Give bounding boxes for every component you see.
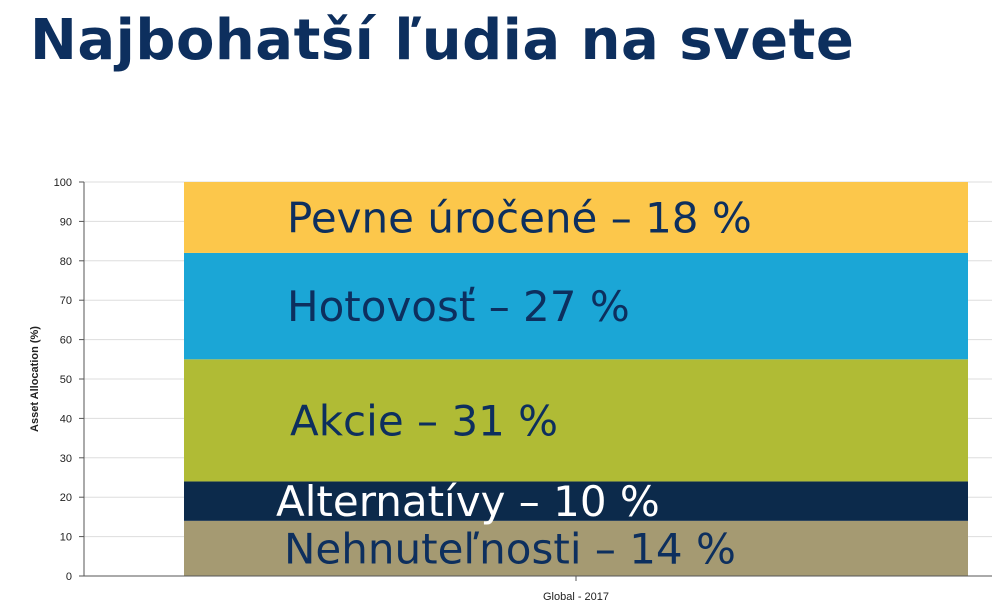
y-tick-label: 100 (54, 177, 72, 189)
y-tick-label: 80 (60, 256, 72, 268)
segment-label-nehnutelnosti: Nehnuteľnosti – 14 % (284, 524, 736, 573)
bar-segment-hotovost (184, 252, 968, 360)
bar-segment-nehnutelnosti (184, 520, 968, 576)
y-tick-label: 30 (60, 453, 72, 465)
bar-segment-akcie (184, 359, 968, 482)
y-tick-label: 20 (60, 492, 72, 504)
y-tick-label: 60 (60, 335, 72, 347)
segment-label-alternativy: Alternatívy – 10 % (276, 477, 660, 526)
bar-segment-pevne-urocene (184, 182, 968, 253)
y-tick-label: 50 (60, 374, 72, 386)
slide-title: Najbohatší ľudia na svete (30, 8, 855, 73)
segment-label-hotovost: Hotovosť – 27 % (287, 282, 630, 331)
y-tick-label: 40 (60, 413, 72, 425)
y-axis-title: Asset Allocation (%) (29, 326, 41, 432)
y-tick-label: 10 (60, 532, 72, 544)
bar-segment-alternativy (184, 481, 968, 521)
x-tick-label: Global - 2017 (543, 591, 609, 603)
y-tick-label: 70 (60, 295, 72, 307)
segment-label-pevne-urocene: Pevne úročené – 18 % (287, 193, 752, 242)
y-tick-label: 0 (66, 571, 72, 583)
y-tick-label: 90 (60, 216, 72, 228)
segment-label-akcie: Akcie – 31 % (290, 396, 558, 445)
